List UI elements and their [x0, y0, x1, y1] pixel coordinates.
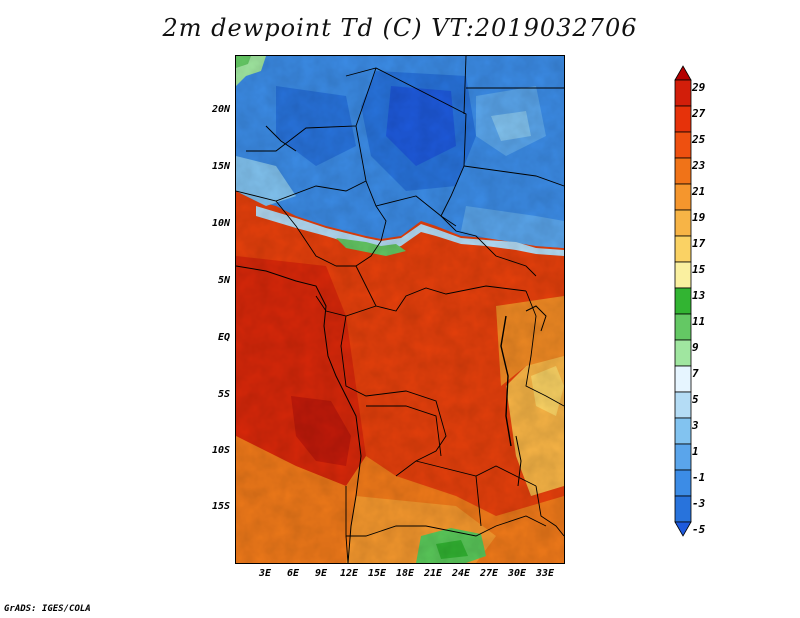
legend-label: 15: [692, 263, 706, 276]
legend-label: -1: [692, 471, 706, 484]
legend-swatch: [674, 79, 692, 107]
legend-swatch: [674, 339, 692, 367]
dewpoint-field-map: [236, 56, 564, 563]
legend-swatch: [674, 391, 692, 419]
legend-label: 13: [692, 289, 706, 302]
legend-swatch: [674, 417, 692, 445]
legend-swatch: [674, 183, 692, 211]
legend-label: 11: [692, 315, 706, 328]
lat-label-10n: 10N: [211, 218, 230, 229]
country-borders: [236, 56, 564, 563]
lon-label-27e: 27E: [479, 568, 499, 579]
lon-label-18e: 18E: [395, 568, 415, 579]
lat-label-15s: 15S: [211, 501, 230, 512]
map-panel: [235, 55, 565, 564]
legend-swatch: [674, 469, 692, 497]
legend-label: 29: [692, 81, 706, 94]
lat-label-15n: 15N: [211, 161, 230, 172]
legend-cap-top: [674, 65, 692, 81]
credit-text: GrADS: IGES/COLA: [4, 604, 91, 614]
legend-label: 17: [692, 237, 706, 250]
lat-label-10s: 10S: [211, 445, 230, 456]
legend-label: 25: [692, 133, 706, 146]
legend-cap-bottom: [674, 521, 692, 537]
legend-swatch: [674, 157, 692, 185]
lon-label-24e: 24E: [451, 568, 471, 579]
lon-label-6e: 6E: [286, 568, 300, 579]
legend-swatch: [674, 261, 692, 289]
legend-swatch: [674, 443, 692, 471]
lon-label-33e: 33E: [535, 568, 555, 579]
legend-swatch: [674, 105, 692, 133]
color-bar: [674, 65, 692, 537]
lat-label-20n: 20N: [211, 104, 230, 115]
legend-swatch: [674, 365, 692, 393]
lon-label-21e: 21E: [423, 568, 443, 579]
legend-label: 19: [692, 211, 706, 224]
lon-label-15e: 15E: [367, 568, 387, 579]
legend-label: -3: [692, 497, 706, 510]
legend-label: 27: [692, 107, 706, 120]
legend-swatch: [674, 235, 692, 263]
legend-label: -5: [692, 523, 706, 536]
coastline: [236, 125, 547, 563]
legend-label: 7: [692, 367, 699, 380]
lon-label-9e: 9E: [314, 568, 328, 579]
legend-label: 9: [692, 341, 699, 354]
legend-label: 23: [692, 159, 706, 172]
lon-label-3e: 3E: [258, 568, 272, 579]
legend-swatch: [674, 287, 692, 315]
legend-swatch: [674, 131, 692, 159]
legend-label: 3: [692, 419, 699, 432]
legend-swatch: [674, 313, 692, 341]
legend-swatch: [674, 209, 692, 237]
lon-label-30e: 30E: [507, 568, 527, 579]
chart-title: 2m dewpoint Td (C) VT:2019032706: [162, 14, 638, 42]
lat-label-5n: 5N: [217, 275, 230, 286]
legend-label: 5: [692, 393, 699, 406]
legend-label: 1: [692, 445, 699, 458]
lon-label-12e: 12E: [339, 568, 359, 579]
legend-label: 21: [692, 185, 706, 198]
lat-label-eq: EQ: [217, 332, 230, 343]
legend-swatch: [674, 495, 692, 523]
lat-label-5s: 5S: [217, 389, 230, 400]
